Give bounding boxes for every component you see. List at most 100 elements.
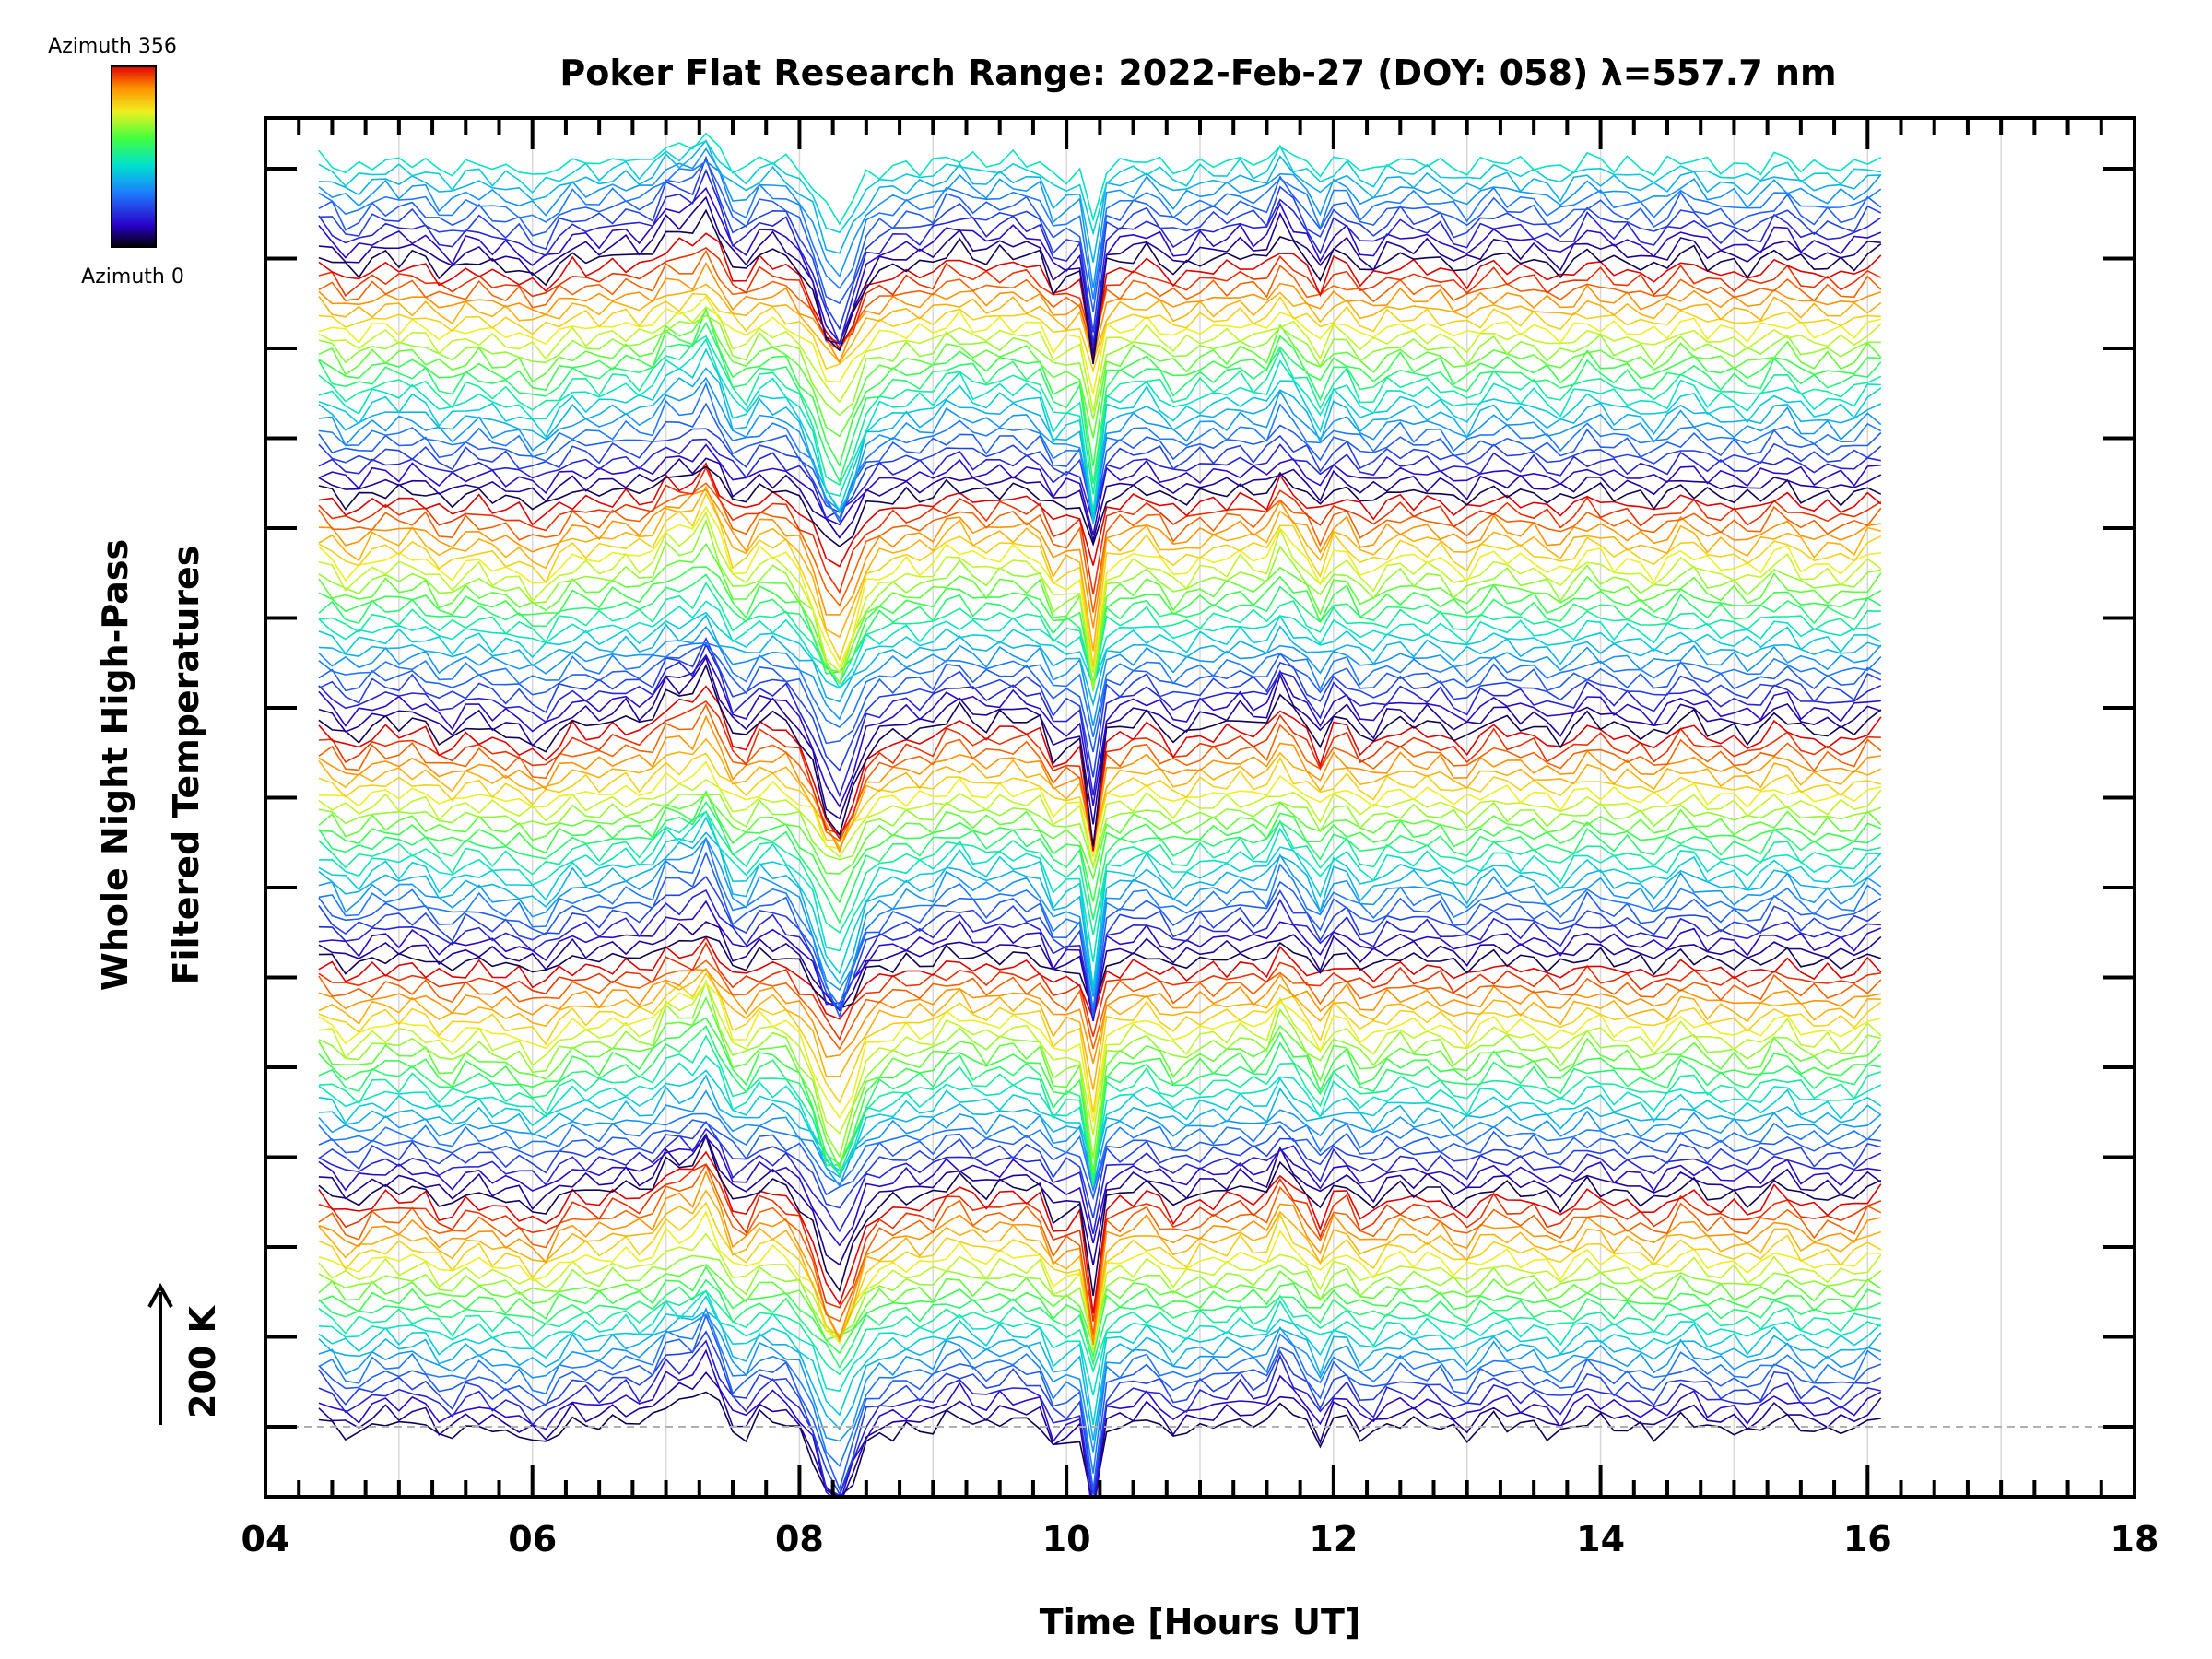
trace-line: [318, 1313, 1882, 1453]
trace-line: [318, 1074, 1882, 1179]
trace-line: [318, 971, 1882, 1113]
trace-line: [318, 1034, 1882, 1187]
trace-line: [318, 641, 1882, 737]
trace-line: [318, 482, 1882, 613]
x-tick-label: 16: [1843, 1519, 1892, 1559]
colorbar-gradient: [111, 65, 157, 248]
trace-line: [318, 600, 1882, 689]
trace-line: [318, 488, 1881, 629]
trace-line: [318, 685, 1882, 852]
trace-line: [318, 760, 1881, 858]
trace-line: [318, 789, 1882, 904]
trace-line: [318, 160, 1882, 300]
trace-line: [318, 800, 1882, 924]
trace-line: [318, 1312, 1882, 1492]
y-axis-label-line2: Filtered Temperatures: [166, 546, 206, 985]
trace-line: [318, 1310, 1882, 1441]
trace-line: [318, 1170, 1881, 1346]
trace-line: [318, 1265, 1882, 1359]
x-tick-label: 04: [241, 1519, 290, 1559]
trace-line: [318, 208, 1882, 365]
colorbar: Azimuth 356 Azimuth 0: [48, 35, 184, 288]
trace-line: [318, 611, 1882, 689]
trace-line: [318, 655, 1882, 825]
chart-title: Poker Flat Research Range: 2022-Feb-27 (…: [559, 53, 1836, 93]
trace-line: [318, 1017, 1882, 1175]
trace-line: [318, 1371, 1882, 1497]
trace-line: [318, 261, 1882, 364]
trace-line: [318, 1278, 1882, 1370]
trace-line: [318, 875, 1882, 1012]
trace-line: [318, 625, 1882, 726]
trace-line: [318, 1133, 1882, 1266]
trace-line: [318, 1150, 1882, 1314]
trace-line: [318, 428, 1882, 519]
trace-line: [318, 321, 1882, 484]
trace-line: [318, 837, 1882, 997]
trace-line: [318, 465, 1882, 595]
trace-line: [318, 1162, 1882, 1335]
x-tick-labels: 04 06 08 10 12 14 16 18: [241, 1519, 2159, 1559]
trace-line: [318, 485, 1881, 652]
trace-line: [318, 1134, 1882, 1297]
trace-line: [318, 306, 1881, 468]
x-tick-label: 18: [2111, 1519, 2159, 1559]
traces: [318, 132, 1882, 1497]
trace-line: [318, 314, 1881, 420]
trace-line: [318, 335, 1882, 495]
trace-line: [318, 168, 1882, 347]
trace-line: [318, 1119, 1881, 1201]
trace-line: [318, 443, 1881, 535]
trace-line: [318, 309, 1882, 439]
trace-line: [318, 643, 1882, 753]
trace-line: [318, 636, 1882, 778]
trace-line: [318, 1289, 1881, 1376]
trace-line: [318, 462, 1882, 568]
trace-line: [318, 1339, 1881, 1497]
trace-line: [318, 382, 1882, 520]
trace-line: [318, 642, 1882, 798]
trace-line: [318, 1135, 1881, 1247]
trace-line: [318, 836, 1882, 1009]
x-tick-label: 08: [775, 1519, 824, 1559]
trace-line: [318, 793, 1882, 881]
x-tick-label: 10: [1042, 1519, 1091, 1559]
trace-line: [318, 809, 1881, 962]
trace-line: [318, 140, 1881, 236]
trace-line: [318, 295, 1881, 394]
trace-line: [318, 542, 1882, 691]
trace-line: [318, 132, 1882, 226]
trace-line: [318, 981, 1882, 1135]
trace-line: [318, 737, 1882, 850]
x-tick-label: 14: [1576, 1519, 1625, 1559]
trace-line: [318, 979, 1881, 1159]
trace-line: [318, 851, 1882, 1019]
trace-line: [318, 138, 1881, 263]
y-axis-label-line1: Whole Night High-Pass: [95, 539, 135, 991]
trace-line: [318, 1348, 1882, 1497]
colorbar-top-label: Azimuth 356: [48, 35, 177, 58]
trace-line: [318, 457, 1882, 544]
trace-line: [318, 1120, 1881, 1218]
scale-arrow-head: [147, 1282, 173, 1308]
trace-line: [318, 1289, 1882, 1395]
trace-line: [318, 1163, 1882, 1322]
trace-line: [318, 347, 1882, 524]
trace-line: [318, 1294, 1882, 1425]
trace-line: [318, 793, 1882, 870]
trace-line: [318, 518, 1881, 688]
trace-line: [318, 1112, 1882, 1194]
trace-line: [318, 816, 1882, 988]
trace-line: [318, 511, 1882, 674]
trace-line: [318, 900, 1882, 1022]
trace-line: [318, 1127, 1882, 1234]
trace-line: [318, 159, 1882, 312]
trace-line: [318, 995, 1882, 1173]
trace-line: [318, 491, 1882, 667]
trace-line: [318, 186, 1882, 346]
trace-line: [318, 292, 1881, 374]
trace-line: [318, 283, 1882, 364]
x-tick-label: 12: [1309, 1519, 1358, 1559]
colorbar-bottom-label: Azimuth 0: [81, 265, 184, 288]
